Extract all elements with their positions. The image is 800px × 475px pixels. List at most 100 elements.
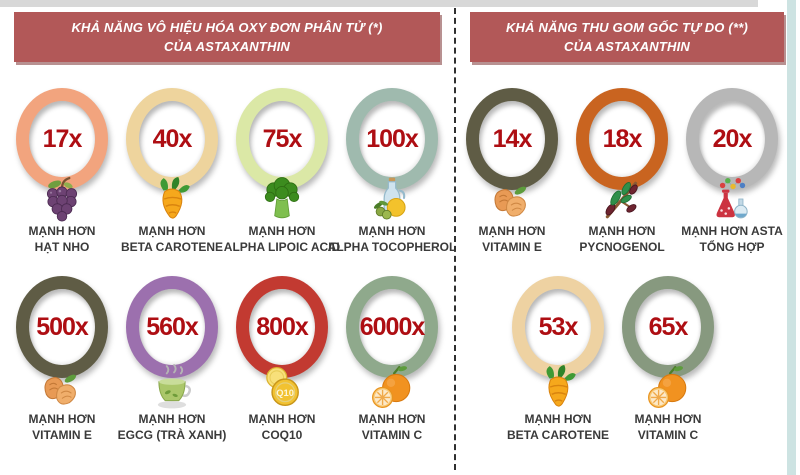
stat-label: MẠNH HƠN VITAMIN C [359,412,426,443]
stat-label: MẠNH HƠN BETA CAROTENE [507,412,609,443]
stat-label-line2: VITAMIN E [482,239,542,254]
left-panel-title-line1: KHẢ NĂNG VÔ HIỆU HÓA OXY ĐƠN PHÂN TỬ (*) [71,20,383,35]
carrot-icon [151,176,193,222]
multiplier-value: 800x [256,312,309,341]
stat-item-vitamin-e-radical: 14x MẠNH HƠN VITAMIN E [457,88,567,255]
stat-label-line2: ALPHA LIPOIC ACID [223,239,341,254]
multiplier-value: 6000x [359,312,426,341]
multiplier-value: 20x [712,124,753,153]
stat-ring: 53x [512,276,604,378]
stat-label-line2: BETA CAROTENE [507,427,609,442]
pine-branch-icon [601,176,643,222]
multiplier-value: 75x [262,124,303,153]
multiplier-value: 100x [366,124,419,153]
panel-divider-dashed-line [454,8,456,470]
lab-flask-icon [711,176,753,222]
stat-item-vitamin-c: 6000x MẠNH HƠN VITAMIN C [337,276,447,443]
stat-label-line1: MẠNH HƠN [478,224,546,238]
stat-label-line1: MẠNH HƠN ASTA [681,224,783,238]
stat-ring: 6000x [346,276,438,378]
stat-label: MẠNH HƠN EGCG (TRÀ XANH) [118,412,227,443]
left-panel-row-2: 500x MẠNH HƠN VITAMIN E 560x MẠNH HƠN EG… [7,276,447,443]
stat-ring: 20x [686,88,778,190]
stat-ring-inner: 560x [139,289,205,365]
stat-label-line2: VITAMIN C [637,427,699,442]
multiplier-value: 40x [152,124,193,153]
stat-ring: 17x [16,88,108,190]
multiplier-value: 500x [36,312,89,341]
stat-label-line2: VITAMIN C [361,427,423,442]
stat-ring-inner: 100x [359,101,425,177]
left-panel-row-1: 17x MẠNH HƠN HẠT NHO 40x MẠNH HƠN BETA C… [7,88,456,255]
stat-ring: 100x [346,88,438,190]
top-gray-strip [0,0,758,7]
stat-label-line2: EGCG (TRÀ XANH) [117,427,227,442]
stat-label: MẠNH HƠN ALPHA TOCOPHEROL [328,224,457,255]
multiplier-value: 53x [538,312,579,341]
stat-ring: 500x [16,276,108,378]
stat-item-vitamin-e: 500x MẠNH HƠN VITAMIN E [7,276,117,443]
stat-ring: 18x [576,88,668,190]
q10-coin-icon [261,364,303,410]
almond-icon [41,364,83,410]
stat-label: MẠNH HƠN BETA CAROTENE [121,224,223,255]
stat-item-asta-synthetic: 20x MẠNH HƠN ASTA TỔNG HỢP [677,88,787,255]
orange-icon [371,364,413,410]
stat-label-line1: MẠNH HƠN [524,412,592,426]
stat-label-line1: MẠNH HƠN [138,412,206,426]
stat-ring: 800x [236,276,328,378]
stat-ring-inner: 800x [249,289,315,365]
stat-label: MẠNH HƠN VITAMIN E [29,412,96,443]
stat-ring-inner: 18x [589,101,655,177]
right-panel-title-line1: KHẢ NĂNG THU GOM GỐC TỰ DO (**) [505,20,749,35]
stat-label-line1: MẠNH HƠN [634,412,702,426]
stat-ring: 14x [466,88,558,190]
right-panel-row-2: 53x MẠNH HƠN BETA CAROTENE 65x MẠNH HƠN … [503,276,723,443]
stat-label: MẠNH HƠN HẠT NHO [29,224,96,255]
stat-label-line2: BETA CAROTENE [121,239,223,254]
stat-label: MẠNH HƠN ASTA TỔNG HỢP [681,224,783,255]
stat-item-coq10: 800x MẠNH HƠN COQ10 [227,276,337,443]
oil-bottle-icon [371,176,413,222]
stat-label: MẠNH HƠN VITAMIN E [479,224,546,255]
stat-label-line1: MẠNH HƠN [588,224,656,238]
stat-label-line2: PYCNOGENOL [579,239,665,254]
stat-item-pycnogenol: 18x MẠNH HƠN PYCNOGENOL [567,88,677,255]
right-panel-title-line2: CỦA ASTAXANTHIN [563,39,690,54]
stat-label-line1: MẠNH HƠN [138,224,206,238]
stat-ring-inner: 500x [29,289,95,365]
stat-label-line2: ALPHA TOCOPHEROL [327,239,457,254]
right-panel-row-1: 14x MẠNH HƠN VITAMIN E 18x MẠNH HƠN PYCN… [457,88,787,255]
stat-item-alpha-tocopherol: 100x MẠNH HƠN ALPHA TOCOPHEROL [328,88,456,255]
stat-item-beta-carotene: 40x MẠNH HƠN BETA CAROTENE [117,88,227,255]
stat-ring: 65x [622,276,714,378]
stat-item-egcg: 560x MẠNH HƠN EGCG (TRÀ XANH) [117,276,227,443]
stat-label-line2: HẠT NHO [34,239,90,254]
left-panel-title-line2: CỦA ASTAXANTHIN [163,39,290,54]
stat-ring-inner: 65x [635,289,701,365]
stat-ring-inner: 6000x [359,289,425,365]
orange-icon [647,364,689,410]
multiplier-value: 18x [602,124,643,153]
broccoli-icon [261,176,303,222]
stat-item-beta-carotene-radical: 53x MẠNH HƠN BETA CAROTENE [503,276,613,443]
stat-item-grape-seed: 17x MẠNH HƠN HẠT NHO [7,88,117,255]
stat-label-line1: MẠNH HƠN [248,224,316,238]
stat-ring: 560x [126,276,218,378]
stat-ring: 40x [126,88,218,190]
stat-ring-inner: 75x [249,101,315,177]
stat-label-line1: MẠNH HƠN [28,412,96,426]
multiplier-value: 14x [492,124,533,153]
multiplier-value: 560x [146,312,199,341]
stat-label-line2: COQ10 [261,427,303,442]
stat-ring-inner: 14x [479,101,545,177]
stat-label-line1: MẠNH HƠN [28,224,96,238]
almond-icon [491,176,533,222]
stat-ring-inner: 17x [29,101,95,177]
stat-label-line1: MẠNH HƠN [358,224,426,238]
multiplier-value: 17x [42,124,83,153]
stat-ring-inner: 20x [699,101,765,177]
grapes-icon [41,176,83,222]
stat-label-line1: MẠNH HƠN [248,412,316,426]
